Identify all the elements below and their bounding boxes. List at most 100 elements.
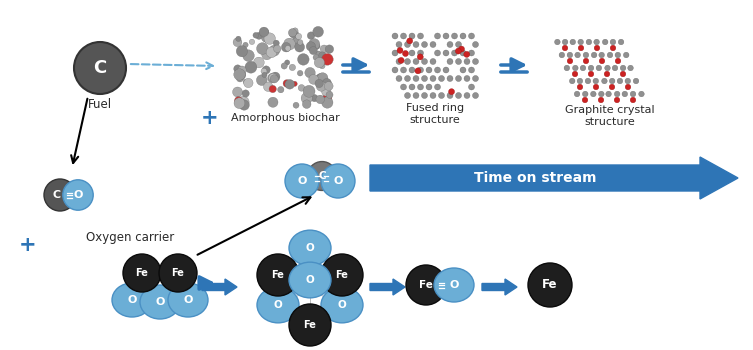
Circle shape	[582, 97, 588, 103]
Circle shape	[417, 54, 423, 60]
Circle shape	[430, 92, 436, 98]
Circle shape	[409, 67, 415, 73]
Circle shape	[582, 91, 588, 97]
Circle shape	[404, 58, 410, 64]
Circle shape	[604, 71, 610, 77]
Circle shape	[625, 78, 630, 84]
Circle shape	[283, 80, 291, 87]
Circle shape	[528, 263, 572, 307]
Text: O: O	[155, 297, 165, 307]
Circle shape	[285, 60, 290, 65]
Circle shape	[593, 78, 599, 84]
Text: Fe: Fe	[172, 268, 184, 278]
Circle shape	[396, 76, 402, 82]
Text: O: O	[450, 280, 459, 290]
Circle shape	[602, 39, 608, 45]
Circle shape	[422, 58, 428, 64]
Circle shape	[316, 51, 322, 57]
Circle shape	[74, 42, 126, 94]
Circle shape	[417, 67, 423, 73]
Circle shape	[472, 58, 478, 64]
Circle shape	[434, 67, 441, 73]
Circle shape	[409, 50, 415, 56]
Circle shape	[253, 33, 258, 38]
Circle shape	[422, 76, 428, 82]
Ellipse shape	[321, 287, 363, 323]
Circle shape	[443, 50, 449, 56]
Circle shape	[570, 39, 575, 45]
Circle shape	[615, 58, 620, 64]
Circle shape	[306, 42, 316, 51]
Circle shape	[578, 45, 584, 51]
Circle shape	[392, 50, 398, 56]
Circle shape	[610, 39, 616, 45]
Circle shape	[605, 91, 611, 97]
Circle shape	[569, 78, 575, 84]
Circle shape	[413, 92, 419, 98]
Circle shape	[285, 46, 291, 51]
Circle shape	[243, 79, 248, 85]
Circle shape	[615, 52, 620, 58]
Circle shape	[257, 254, 299, 296]
Text: Fuel: Fuel	[88, 98, 112, 111]
Circle shape	[625, 84, 631, 90]
Text: C: C	[319, 171, 326, 181]
Circle shape	[580, 65, 586, 71]
Circle shape	[289, 64, 296, 71]
Text: O: O	[297, 176, 306, 186]
Circle shape	[456, 58, 462, 64]
Circle shape	[315, 79, 323, 88]
Circle shape	[456, 92, 462, 98]
Circle shape	[422, 92, 428, 98]
Text: Fe: Fe	[272, 270, 285, 280]
Circle shape	[245, 61, 257, 73]
Circle shape	[586, 39, 592, 45]
Circle shape	[430, 42, 436, 48]
Text: O: O	[273, 300, 282, 310]
Circle shape	[304, 88, 311, 94]
Circle shape	[602, 78, 607, 84]
Circle shape	[298, 85, 305, 91]
Circle shape	[460, 50, 466, 56]
Circle shape	[426, 67, 432, 73]
Circle shape	[258, 77, 266, 84]
Circle shape	[249, 39, 255, 44]
Circle shape	[322, 78, 331, 88]
Ellipse shape	[140, 285, 180, 319]
Circle shape	[392, 67, 398, 73]
Text: O: O	[306, 275, 314, 285]
Text: Graphite crystal
structure: Graphite crystal structure	[566, 105, 655, 127]
Circle shape	[596, 65, 602, 71]
Circle shape	[316, 95, 325, 104]
Circle shape	[242, 90, 249, 97]
Circle shape	[307, 162, 337, 190]
Circle shape	[314, 57, 325, 68]
Circle shape	[459, 46, 465, 52]
Text: Fe: Fe	[303, 320, 316, 330]
Circle shape	[293, 102, 299, 108]
Circle shape	[234, 98, 245, 108]
Circle shape	[313, 55, 319, 60]
Circle shape	[309, 47, 317, 55]
Circle shape	[262, 50, 272, 60]
Circle shape	[575, 91, 580, 97]
Circle shape	[598, 97, 604, 103]
Circle shape	[401, 84, 407, 90]
Circle shape	[270, 72, 280, 82]
Circle shape	[409, 33, 415, 39]
Circle shape	[468, 50, 474, 56]
Circle shape	[417, 50, 423, 56]
Circle shape	[407, 38, 413, 44]
Circle shape	[269, 73, 277, 82]
Circle shape	[468, 33, 474, 39]
Circle shape	[584, 58, 589, 64]
Circle shape	[311, 94, 318, 102]
Circle shape	[630, 91, 636, 97]
Circle shape	[316, 81, 326, 91]
Circle shape	[610, 45, 616, 51]
Circle shape	[233, 69, 245, 80]
Circle shape	[322, 93, 332, 103]
Circle shape	[309, 38, 320, 50]
Circle shape	[599, 58, 605, 64]
Circle shape	[244, 78, 253, 88]
